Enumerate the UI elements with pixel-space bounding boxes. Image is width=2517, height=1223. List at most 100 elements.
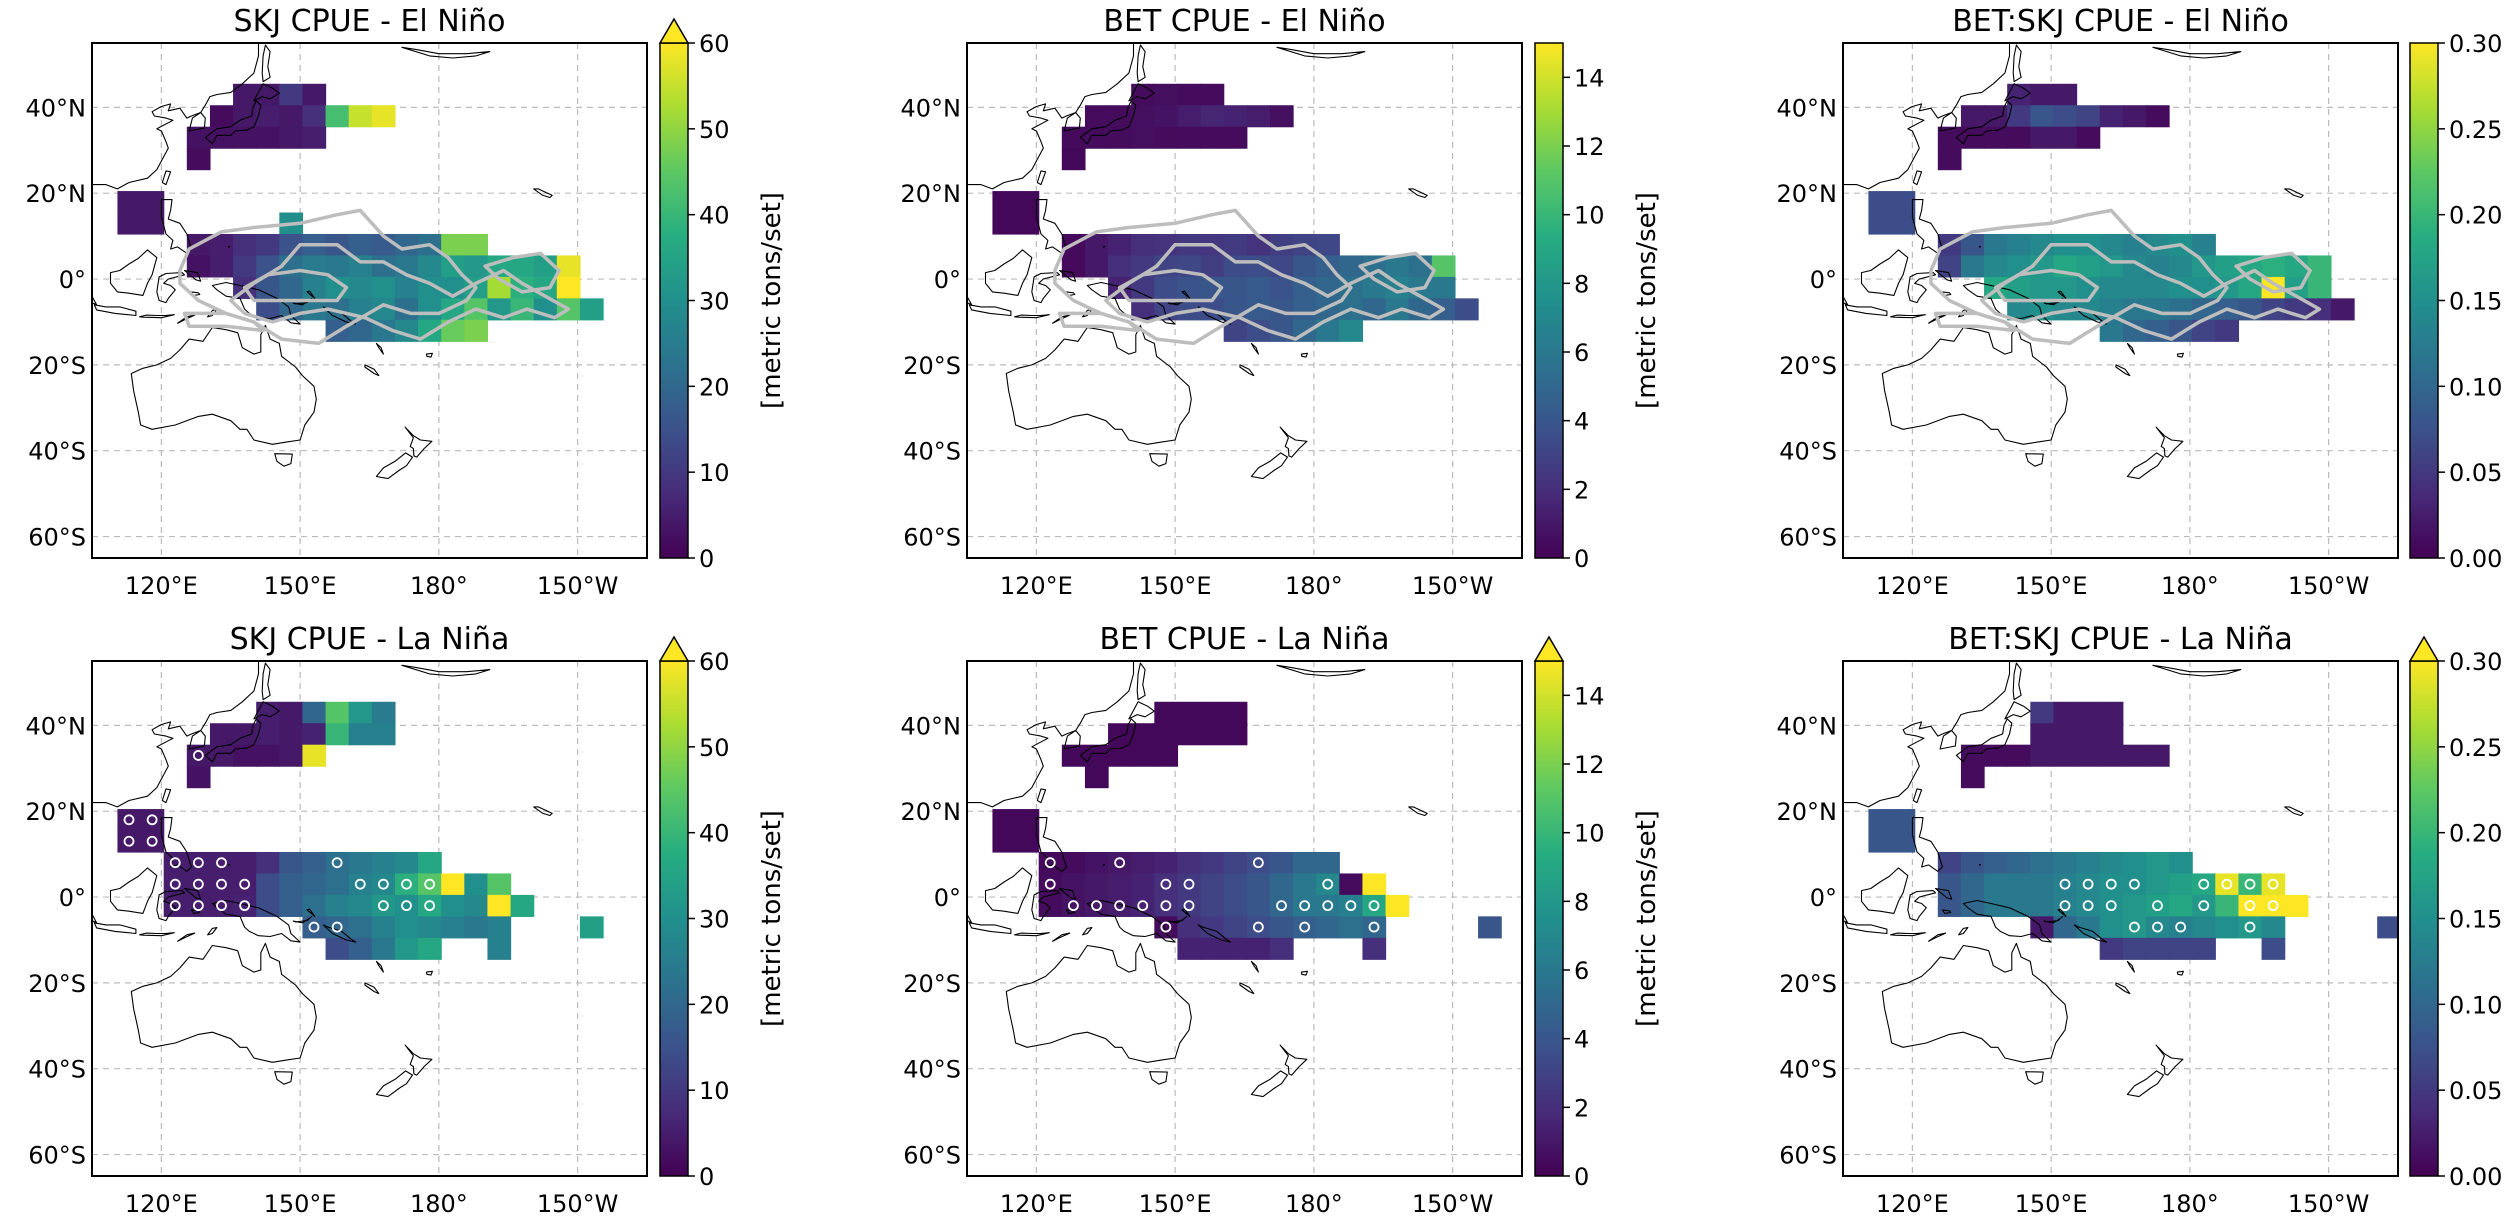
coastline: [109, 249, 158, 296]
data-cell: [1960, 766, 1985, 789]
data-cell: [1177, 873, 1202, 896]
significance-marker: [2105, 900, 2117, 912]
data-cell: [233, 723, 257, 746]
data-cell: [163, 851, 188, 875]
data-cell: [371, 276, 396, 299]
data-cell: [1200, 894, 1225, 917]
colorbar-tick-label: 6: [1574, 339, 1589, 367]
coastline: [1843, 661, 2011, 808]
lat-tick-label: 20°S: [1779, 352, 1837, 380]
data-cell: [302, 851, 327, 875]
data-cell: [1960, 894, 1985, 917]
data-cell: [1223, 105, 1248, 128]
lon-tick-label: 150°E: [1139, 572, 1212, 600]
data-cell: [279, 83, 304, 106]
lon-tick-label: 120°E: [1000, 1190, 1073, 1218]
data-cell: [2261, 873, 2286, 896]
data-cell: [1984, 126, 2008, 149]
data-cell: [1316, 851, 1340, 875]
data-cell: [1223, 319, 1248, 342]
data-cell: [487, 916, 512, 939]
coastline: [1079, 718, 1137, 763]
data-cell: [2053, 276, 2078, 299]
coastline: [1844, 304, 1888, 317]
data-cell: [371, 723, 396, 746]
data-cell: [186, 126, 211, 149]
colorbar-tick-label: 0: [699, 1163, 714, 1191]
data-cell: [348, 937, 373, 960]
data-cell: [279, 723, 304, 746]
data-cell: [1154, 126, 1179, 149]
data-cell: [1108, 255, 1132, 278]
data-cell: [2007, 126, 2031, 149]
colorbar-label: [metric tons/set]: [1632, 810, 1662, 1027]
data-cell: [1246, 105, 1271, 128]
coastline: [1063, 729, 1081, 750]
data-cell: [371, 937, 396, 960]
significance-marker: [424, 900, 436, 912]
data-cell: [2099, 851, 2124, 875]
lon-tick-label: 120°E: [125, 572, 198, 600]
data-cell: [1960, 233, 1985, 257]
coastline: [1890, 314, 1926, 319]
coastline: [204, 100, 262, 145]
coastline: [1052, 932, 1071, 942]
data-cell: [302, 701, 327, 724]
data-cell: [1061, 148, 1086, 171]
data-cell: [2261, 276, 2286, 299]
data-cell: [394, 276, 419, 299]
data-cell: [2099, 701, 2124, 724]
data-cell: [1293, 298, 1317, 321]
data-cell: [2030, 83, 2055, 106]
data-cell: [371, 894, 396, 917]
significance-marker: [1322, 900, 1334, 912]
warm-pool-contour: [1993, 268, 2100, 303]
data-cell: [1223, 126, 1248, 149]
data-cell: [1223, 937, 1248, 960]
significance-marker: [2105, 878, 2117, 890]
coastline: [375, 1070, 414, 1098]
warm-pool-contour: [1933, 311, 2016, 333]
data-cell: [140, 830, 165, 853]
data-cell: [1868, 212, 1893, 235]
data-cell: [279, 894, 304, 917]
coastline: [1276, 46, 1366, 59]
coastline: [2152, 46, 2242, 59]
coastline: [227, 245, 230, 248]
data-cell: [2122, 276, 2147, 299]
colorbar-tick-label: 0.25: [2449, 734, 2502, 762]
data-cell: [1362, 894, 1387, 917]
data-cell: [487, 937, 512, 960]
coastline: [2155, 1044, 2184, 1076]
data-cell: [302, 873, 327, 896]
significance-marker: [192, 750, 204, 761]
lat-tick-label: 0°: [934, 884, 961, 912]
coastline: [1063, 111, 1081, 132]
coastline: [130, 942, 317, 1063]
data-cell: [1937, 148, 1962, 171]
data-cell: [1223, 723, 1248, 746]
data-cell: [394, 937, 419, 960]
data-cell: [1868, 809, 1893, 832]
coastline: [364, 982, 380, 995]
colorbar-tick-label: 0.25: [2449, 116, 2502, 144]
coastline: [156, 272, 186, 304]
warm-pool-contour: [1104, 242, 1446, 341]
plot-frame: [966, 660, 1523, 1177]
data-cell: [1385, 276, 1410, 299]
data-cell: [2099, 744, 2124, 767]
colorbar-label: [metric tons/set]: [757, 192, 787, 409]
coastline: [2115, 982, 2131, 995]
colorbar-label: [metric tons/set]: [757, 810, 787, 1027]
data-cell: [2145, 937, 2170, 960]
coastline: [375, 452, 414, 480]
data-cell: [418, 873, 442, 896]
coastline: [1843, 43, 2011, 190]
data-cell: [1891, 191, 1916, 214]
coastline: [92, 661, 260, 808]
coastline: [1250, 452, 1289, 480]
data-cell: [1269, 873, 1294, 896]
coastline: [93, 922, 137, 935]
colorbar: [659, 42, 689, 559]
